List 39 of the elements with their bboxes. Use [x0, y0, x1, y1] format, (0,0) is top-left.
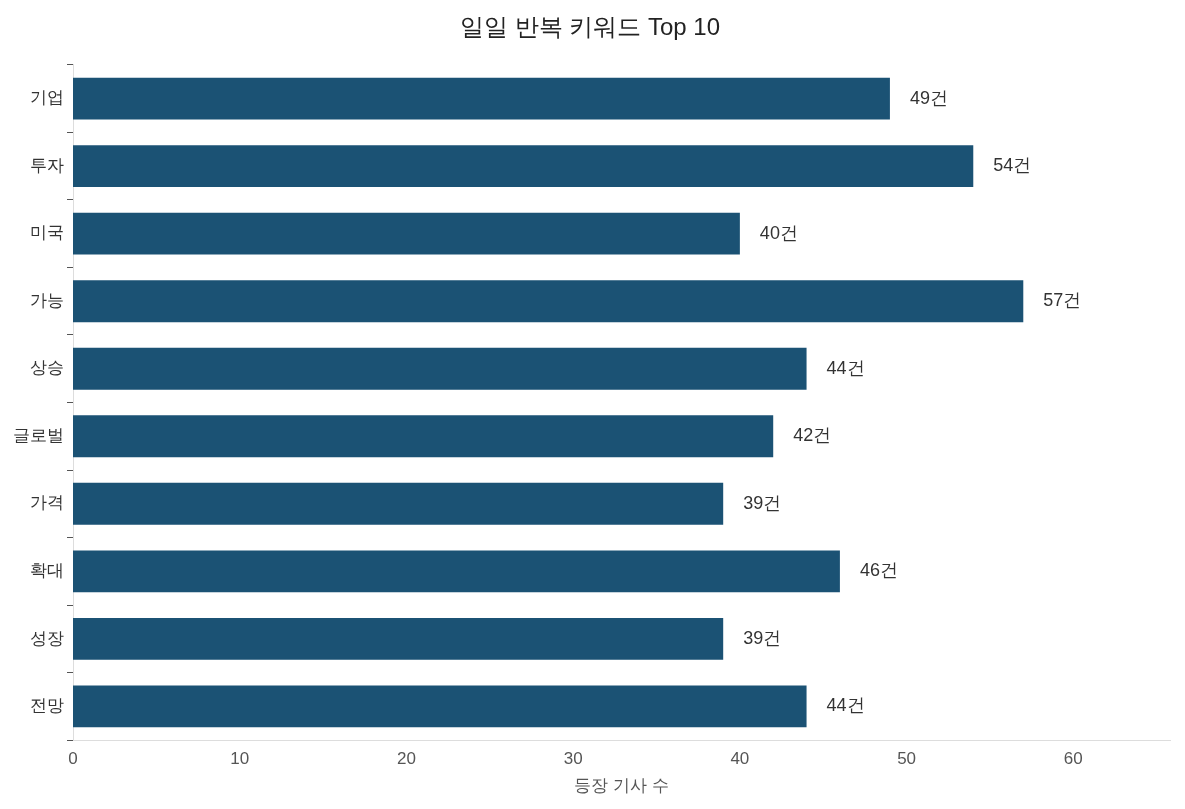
x-tick-label: 50	[897, 749, 917, 769]
bar	[73, 550, 840, 593]
y-tick-label: 가능	[30, 290, 64, 310]
x-tick-label: 0	[68, 749, 78, 769]
bar	[73, 482, 724, 525]
data-label: 39건	[743, 492, 782, 513]
data-label: 54건	[993, 155, 1032, 176]
y-tick-label: 성장	[30, 628, 64, 648]
data-label: 57건	[1043, 290, 1082, 311]
y-tick-label: 미국	[30, 223, 64, 243]
y-tick-label: 전망	[30, 696, 64, 716]
y-tick-label: 상승	[30, 358, 64, 378]
x-tick-label: 10	[230, 749, 250, 769]
chart-title: 일일 반복 키워드 Top 10	[459, 13, 721, 41]
y-tick-label: 글로벌	[13, 425, 64, 445]
y-tick-label: 확대	[30, 561, 64, 581]
y-tick-label: 투자	[30, 155, 64, 175]
data-label: 39건	[743, 627, 782, 648]
x-tick-label: 30	[563, 749, 583, 769]
bar	[73, 212, 740, 255]
bar	[73, 617, 724, 660]
y-tick-label: 기업	[30, 88, 64, 108]
bar	[73, 145, 974, 188]
x-axis-title: 등장 기사 수	[574, 776, 669, 796]
bar	[73, 347, 807, 390]
bar	[73, 77, 890, 120]
x-tick-label: 20	[396, 749, 416, 769]
data-label: 44건	[826, 695, 865, 716]
x-tick-label: 60	[1063, 749, 1083, 769]
x-tick-label: 40	[730, 749, 750, 769]
y-tick-label: 가격	[30, 493, 64, 513]
bar	[73, 685, 807, 728]
data-label: 44건	[826, 357, 865, 378]
data-label: 40건	[759, 222, 798, 243]
data-label: 49건	[909, 87, 948, 108]
data-label: 42건	[793, 425, 832, 446]
bar	[73, 415, 774, 458]
data-label: 46건	[859, 560, 898, 581]
bar	[73, 280, 1024, 323]
